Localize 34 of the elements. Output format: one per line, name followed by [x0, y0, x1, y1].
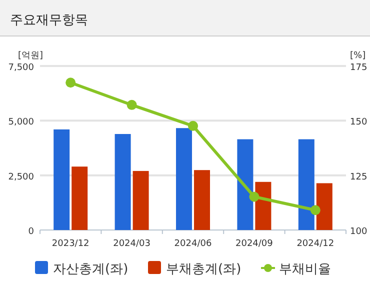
- y-tick-label: 5,000: [8, 118, 34, 128]
- point: [188, 120, 198, 131]
- x-tick-label: 2023/12: [52, 239, 90, 249]
- y-axis-title: [억원]: [18, 51, 44, 61]
- bar: [194, 170, 210, 230]
- legend-label: 부채총계(좌): [166, 262, 242, 277]
- bar: [255, 182, 272, 230]
- point: [310, 205, 320, 216]
- y2-axis-title: [%]: [350, 51, 366, 61]
- point: [126, 100, 137, 110]
- x-tick-label: 2024/12: [296, 239, 334, 249]
- y-tick-label: 0: [28, 227, 34, 237]
- chart-title: 주요재무항목: [10, 13, 88, 28]
- y-tick-label: 2,500: [8, 172, 34, 182]
- bar: [298, 139, 314, 230]
- point: [249, 192, 260, 202]
- bar: [54, 129, 70, 230]
- bar: [316, 183, 332, 230]
- bar: [72, 166, 88, 230]
- x-tick-label: 2024/03: [113, 239, 150, 249]
- bar: [132, 170, 149, 230]
- x-tick-label: 2024/06: [174, 239, 212, 249]
- y-tick-label: 7,500: [8, 63, 34, 73]
- y2-tick-label: 175: [350, 63, 368, 73]
- y2-tick-label: 100: [350, 227, 368, 237]
- point: [66, 78, 76, 88]
- bar: [114, 134, 131, 230]
- bar: [176, 128, 192, 230]
- legend-label: 부채비율: [279, 262, 331, 277]
- y2-tick-label: 125: [350, 172, 368, 182]
- x-tick-label: 2024/09: [236, 239, 274, 249]
- legend-label: 자산총계(좌): [53, 262, 128, 277]
- bar: [237, 139, 254, 230]
- y2-tick-label: 150: [350, 118, 368, 128]
